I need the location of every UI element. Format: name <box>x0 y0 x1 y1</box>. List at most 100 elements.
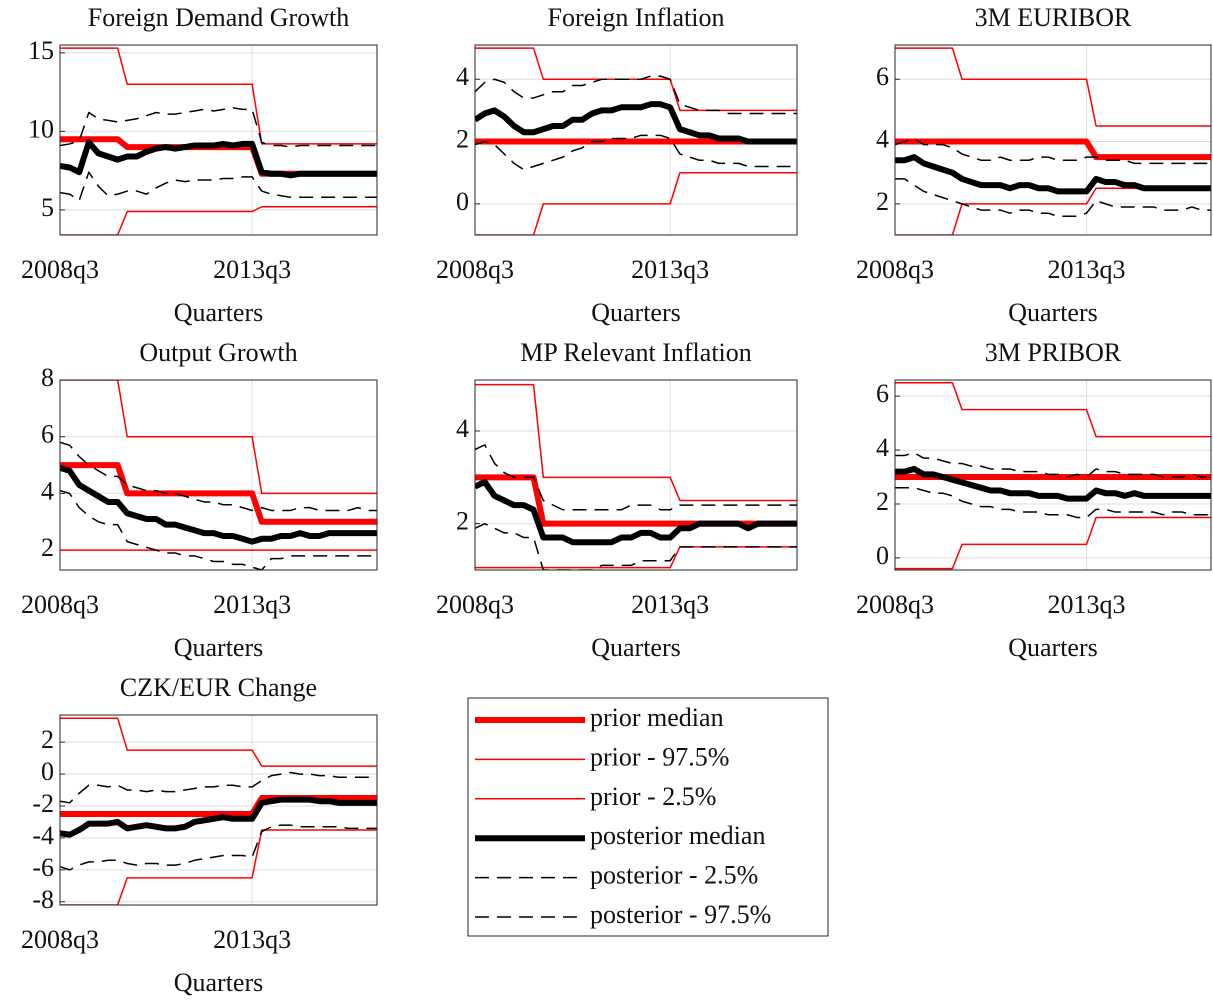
series-line <box>475 47 797 112</box>
x-tick-label: 2008q3 <box>856 255 934 284</box>
x-tick-label: 2013q3 <box>631 255 709 284</box>
legend-box <box>467 697 829 937</box>
x-tick-label: 2013q3 <box>213 925 291 954</box>
series-line <box>895 154 1211 195</box>
chart-title: MP Relevant Inflation <box>520 338 752 367</box>
series-line <box>895 187 1211 235</box>
y-tick-label: -8 <box>32 885 54 914</box>
plot-area <box>895 381 1211 570</box>
series-line <box>60 380 377 495</box>
x-tick-label: 2008q3 <box>856 590 934 619</box>
legend-label: prior - 97.5% <box>590 742 729 771</box>
y-tick-label: 4 <box>41 476 54 505</box>
x-tick-label: 2013q3 <box>213 590 291 619</box>
series-line <box>60 47 377 145</box>
series-line <box>60 171 377 202</box>
x-tick-label: 2008q3 <box>436 590 514 619</box>
y-tick-label: 2 <box>41 533 54 562</box>
y-tick-label: 10 <box>28 114 54 143</box>
x-tick-label: 2008q3 <box>436 255 514 284</box>
y-tick-label: 4 <box>876 433 889 462</box>
y-tick-label: 4 <box>456 62 469 91</box>
x-tick-label: 2013q3 <box>1048 590 1126 619</box>
series-line <box>895 516 1211 570</box>
x-axis-label: Quarters <box>1008 633 1098 662</box>
chart-title: Output Growth <box>139 338 297 367</box>
series-line <box>895 381 1211 438</box>
series-line <box>475 171 797 235</box>
y-tick-label: 6 <box>876 379 889 408</box>
plot-area <box>60 717 377 905</box>
axes-box <box>894 44 1212 236</box>
x-tick-label: 2008q3 <box>21 925 99 954</box>
legend-label: prior median <box>590 703 724 732</box>
legend-label: posterior median <box>590 821 765 850</box>
x-axis-label: Quarters <box>174 633 264 662</box>
y-tick-label: 6 <box>41 420 54 449</box>
y-tick-label: 2 <box>456 507 469 536</box>
series-line <box>60 829 377 905</box>
series-line <box>895 137 1211 165</box>
y-tick-label: 2 <box>456 125 469 154</box>
axes-box <box>474 44 798 236</box>
chart-title: 3M PRIBOR <box>985 338 1122 367</box>
chart-title: 3M EURIBOR <box>975 3 1132 32</box>
x-axis-label: Quarters <box>174 298 264 327</box>
y-tick-label: 2 <box>41 725 54 754</box>
series-line <box>475 522 797 570</box>
legend-label: prior - 2.5% <box>590 782 716 811</box>
y-tick-label: 4 <box>876 125 889 154</box>
axes-box <box>474 379 798 571</box>
axes-box <box>894 379 1212 571</box>
legend-label: posterior - 97.5% <box>590 900 771 929</box>
series-line <box>60 441 377 512</box>
x-tick-label: 2013q3 <box>213 255 291 284</box>
series-line <box>60 205 377 235</box>
y-tick-label: 2 <box>876 487 889 516</box>
y-tick-label: -6 <box>32 853 54 882</box>
series-line <box>60 462 377 525</box>
series-line <box>60 107 377 148</box>
axes-box <box>59 44 378 236</box>
x-tick-label: 2008q3 <box>21 590 99 619</box>
x-axis-label: Quarters <box>591 298 681 327</box>
y-tick-label: 8 <box>41 363 54 392</box>
y-tick-label: 0 <box>456 187 469 216</box>
series-line <box>475 383 797 502</box>
series-line <box>895 452 1211 478</box>
series-line <box>895 47 1211 127</box>
series-line <box>60 465 377 545</box>
x-tick-label: 2013q3 <box>1048 255 1126 284</box>
series-line <box>895 487 1211 519</box>
series-line <box>60 796 377 838</box>
series-line <box>475 444 797 511</box>
plot-area <box>60 380 377 570</box>
chart-title: Foreign Inflation <box>548 3 725 32</box>
y-tick-label: -2 <box>32 789 54 818</box>
series-line <box>475 101 797 145</box>
plot-area <box>895 47 1211 235</box>
series-line <box>895 465 1211 502</box>
chart-title: Foreign Demand Growth <box>88 3 349 32</box>
y-tick-label: -4 <box>32 821 54 850</box>
axes-box <box>59 714 378 906</box>
y-tick-label: 0 <box>41 757 54 786</box>
series-line <box>60 717 377 767</box>
plot-area <box>60 47 377 235</box>
x-axis-label: Quarters <box>174 968 264 997</box>
x-axis-label: Quarters <box>1008 298 1098 327</box>
y-tick-label: 4 <box>456 414 469 443</box>
series-line <box>895 178 1211 218</box>
series-line <box>60 139 377 179</box>
series-line <box>475 478 797 546</box>
series-line <box>895 138 1211 161</box>
x-tick-label: 2008q3 <box>21 255 99 284</box>
series-line <box>60 771 377 804</box>
axes-box <box>59 379 378 571</box>
chart-title: CZK/EUR Change <box>120 673 317 702</box>
series-line <box>60 795 377 817</box>
x-tick-label: 2013q3 <box>631 590 709 619</box>
x-axis-label: Quarters <box>591 633 681 662</box>
